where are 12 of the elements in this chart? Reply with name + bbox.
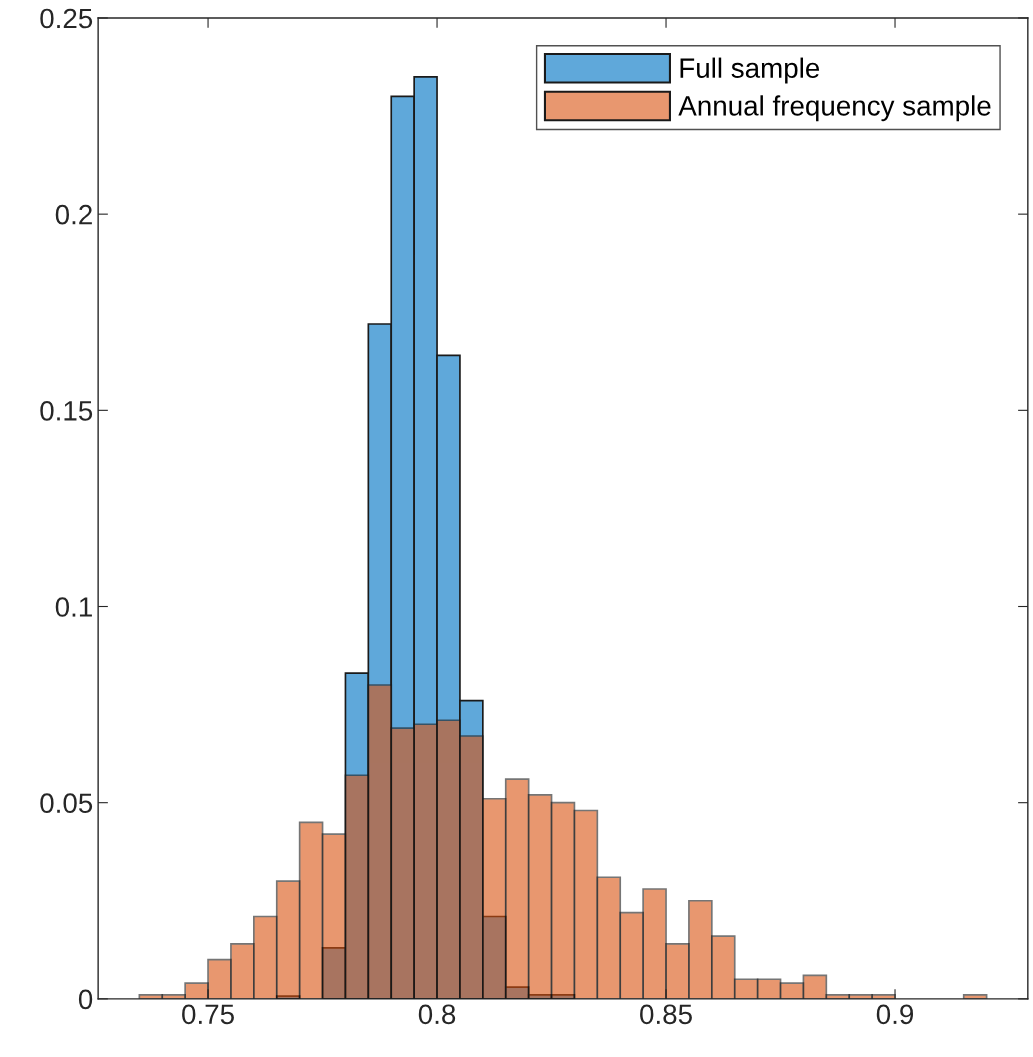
y-tick-label: 0.1 xyxy=(55,597,92,617)
y-tick-label: 0.2 xyxy=(55,204,92,225)
legend-label: Full sample xyxy=(680,57,820,84)
legend-label: Annual frequency sample xyxy=(678,95,991,122)
x-tick-label: 0.85 xyxy=(640,1004,692,1025)
y-tick-label: 0.25 xyxy=(40,8,93,29)
y-tick-label: 0.15 xyxy=(40,401,93,421)
y-tick-label: 0.05 xyxy=(40,793,93,814)
x-tick-label: 0.8 xyxy=(418,1004,456,1025)
y-tick-label: 0 xyxy=(78,989,93,1010)
x-tick-label: 0.9 xyxy=(876,1004,914,1025)
x-tick-label: 0.75 xyxy=(182,1004,234,1025)
